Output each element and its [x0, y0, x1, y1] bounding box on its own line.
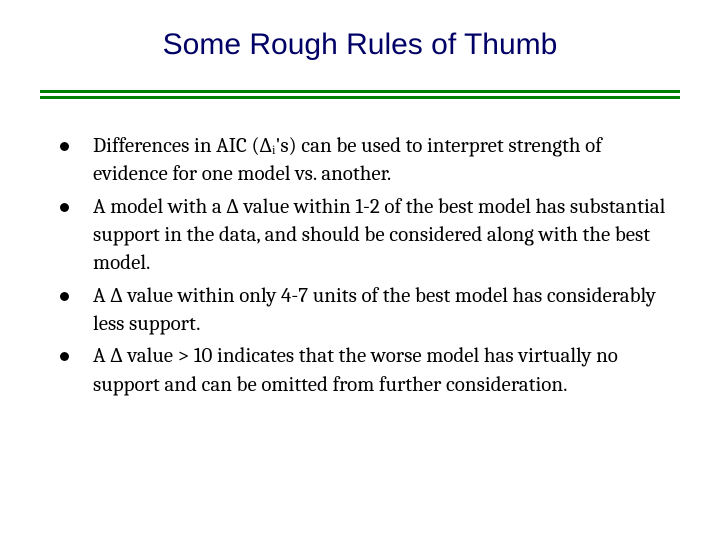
bullet-text: A ∆ value > 10 indicates that the worse …	[93, 342, 680, 399]
page-title: Some Rough Rules of Thumb	[40, 28, 680, 62]
list-item: A model with a ∆ value within 1-2 of the…	[60, 193, 680, 278]
list-item: A ∆ value > 10 indicates that the worse …	[60, 342, 680, 399]
list-item: Differences in AIC (∆ᵢ's) can be used to…	[60, 132, 680, 189]
bullet-text: Differences in AIC (∆ᵢ's) can be used to…	[93, 132, 680, 189]
divider-line-top	[40, 90, 680, 93]
divider-line-bottom	[40, 96, 680, 99]
bullet-text: A model with a ∆ value within 1-2 of the…	[93, 193, 680, 278]
bullet-icon	[60, 352, 69, 361]
bullet-icon	[60, 203, 69, 212]
bullet-text: A ∆ value within only 4-7 units of the b…	[93, 282, 680, 339]
list-item: A ∆ value within only 4-7 units of the b…	[60, 282, 680, 339]
slide-container: Some Rough Rules of Thumb Differences in…	[0, 0, 720, 540]
divider	[40, 90, 680, 100]
bullet-icon	[60, 142, 69, 151]
bullet-list: Differences in AIC (∆ᵢ's) can be used to…	[40, 132, 680, 399]
bullet-icon	[60, 292, 69, 301]
